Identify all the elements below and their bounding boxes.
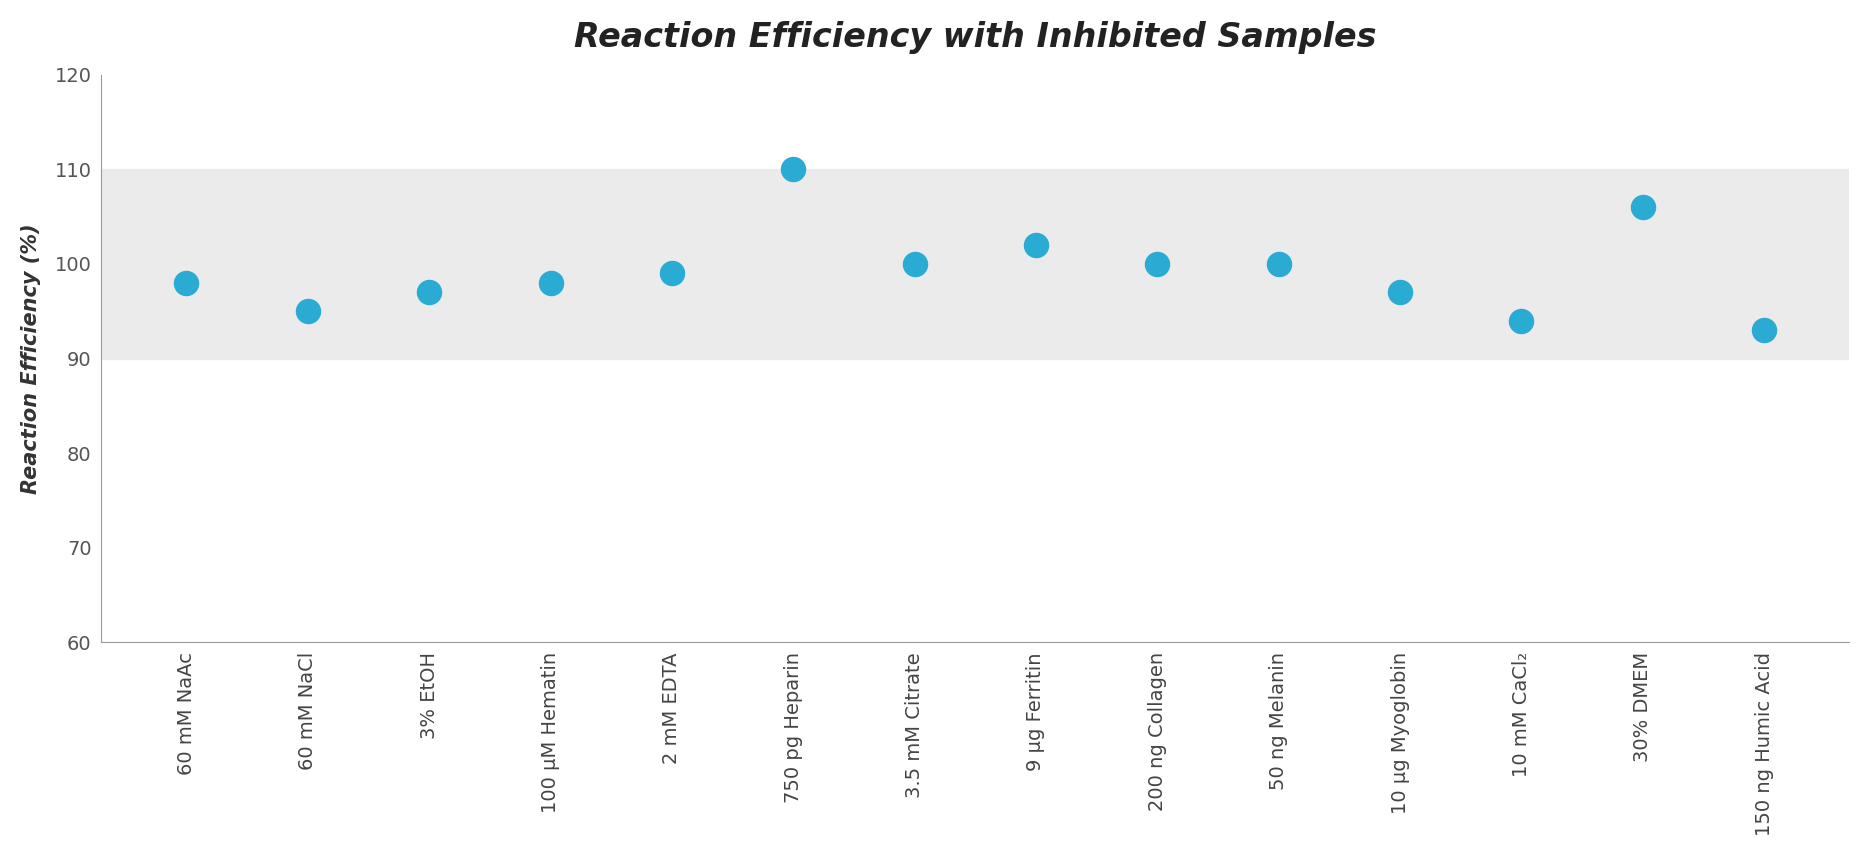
Point: [535, 276, 565, 290]
Bar: [101, 169, 1849, 358]
Point: [1507, 314, 1537, 327]
Y-axis label: Reaction Efficiency (%): Reaction Efficiency (%): [21, 223, 41, 494]
Point: [899, 257, 929, 271]
Point: [1386, 285, 1416, 299]
Point: [656, 267, 686, 280]
Point: [1021, 238, 1051, 252]
Point: [1629, 201, 1659, 214]
Point: [778, 162, 808, 176]
Point: [1143, 257, 1172, 271]
Title: Reaction Efficiency with Inhibited Samples: Reaction Efficiency with Inhibited Sampl…: [574, 21, 1376, 54]
Point: [413, 285, 443, 299]
Point: [1748, 323, 1778, 337]
Point: [1264, 257, 1294, 271]
Point: [294, 304, 324, 318]
Point: [172, 276, 202, 290]
